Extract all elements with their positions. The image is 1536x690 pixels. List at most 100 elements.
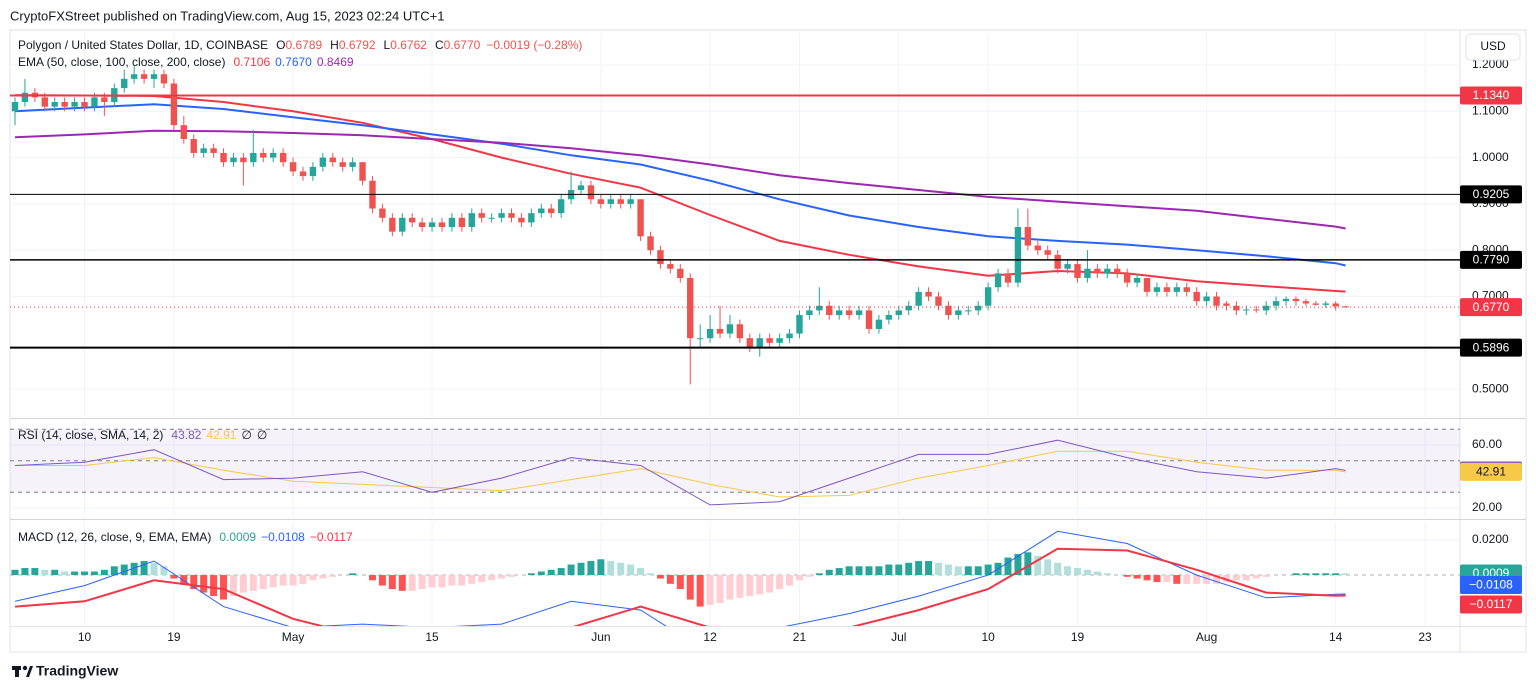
candle-body bbox=[1094, 268, 1101, 274]
candle-body bbox=[945, 305, 952, 316]
histogram-bar bbox=[1332, 573, 1340, 576]
candle-body bbox=[81, 102, 88, 107]
candle-body bbox=[220, 152, 227, 163]
x-tick-label: Aug bbox=[1196, 630, 1217, 644]
candle-body bbox=[170, 83, 178, 126]
logo-mark bbox=[15, 666, 19, 677]
candle-body bbox=[359, 162, 366, 181]
candle-body bbox=[458, 217, 466, 228]
price-badge bbox=[1460, 86, 1522, 105]
legend: Polygon / United States Dollar, 1D, COIN… bbox=[18, 38, 582, 52]
candle-body bbox=[21, 92, 29, 103]
price-badge-label: 0.9205 bbox=[1473, 187, 1510, 201]
legend: EMA (50, close, 100, close, 200, close) 0… bbox=[18, 55, 354, 69]
candle-body bbox=[955, 310, 962, 316]
histogram-bar bbox=[1133, 575, 1141, 579]
candle-body bbox=[11, 102, 19, 112]
candle-body bbox=[299, 171, 307, 177]
candle-body bbox=[1312, 303, 1320, 305]
candle-body bbox=[1302, 301, 1310, 304]
candle-body bbox=[250, 152, 257, 163]
ema-line bbox=[14, 103, 1346, 267]
histogram-bar bbox=[1034, 555, 1042, 576]
x-tick-label: 21 bbox=[793, 630, 807, 644]
candle-body bbox=[180, 125, 188, 140]
histogram-bar bbox=[954, 566, 962, 576]
histogram-bar bbox=[627, 564, 635, 576]
candle-body bbox=[726, 324, 734, 334]
histogram-bar bbox=[1213, 575, 1221, 584]
histogram-bar bbox=[21, 568, 29, 576]
candle-body bbox=[1233, 305, 1240, 311]
histogram-bar bbox=[220, 575, 228, 600]
histogram-bar bbox=[974, 566, 982, 576]
price-pane bbox=[10, 64, 1460, 385]
candle-body bbox=[617, 199, 624, 204]
candle-body bbox=[975, 305, 982, 311]
histogram-bar bbox=[666, 575, 674, 584]
candle-body bbox=[538, 208, 545, 214]
candle-body bbox=[746, 338, 754, 348]
candle-body bbox=[1183, 287, 1190, 292]
candle-body bbox=[905, 305, 912, 311]
currency[interactable]: USD bbox=[1480, 39, 1506, 53]
brand: TradingView bbox=[36, 663, 118, 679]
candle-body bbox=[1292, 298, 1300, 302]
histogram-bar bbox=[736, 575, 744, 598]
candle-body bbox=[279, 152, 287, 163]
candle-body bbox=[140, 74, 148, 79]
histogram-bar bbox=[160, 566, 168, 576]
candle-body bbox=[468, 213, 475, 228]
candle-body bbox=[935, 296, 942, 306]
macd-pane bbox=[10, 530, 1460, 626]
histogram-bar bbox=[349, 573, 357, 576]
candle-body bbox=[101, 97, 108, 103]
x-tick-label: 23 bbox=[1418, 630, 1432, 644]
candle-body bbox=[1114, 268, 1121, 274]
histogram-bar bbox=[1322, 573, 1330, 576]
histogram-bar bbox=[1252, 575, 1260, 579]
legend-value: 0.0009 bbox=[219, 530, 256, 544]
candle-body bbox=[1223, 303, 1230, 306]
y-tick-label: 1.0000 bbox=[1472, 150, 1509, 164]
quote-key: C bbox=[435, 38, 444, 52]
candle-body bbox=[210, 148, 217, 153]
histogram-bar bbox=[11, 569, 19, 576]
histogram-bar bbox=[130, 562, 138, 576]
histogram-bar bbox=[597, 559, 605, 576]
candle-body bbox=[1282, 298, 1290, 302]
candle-body bbox=[1064, 264, 1071, 269]
histogram-bar bbox=[408, 575, 416, 591]
candle-body bbox=[498, 213, 505, 218]
candle-body bbox=[984, 287, 992, 306]
histogram-bar bbox=[656, 575, 664, 579]
histogram-bar bbox=[398, 575, 406, 591]
histogram-bar bbox=[299, 575, 307, 584]
y-tick-label: 1.2000 bbox=[1472, 57, 1509, 71]
candle-body bbox=[91, 97, 98, 107]
histogram-bar bbox=[41, 569, 49, 576]
quote-key: H bbox=[330, 38, 339, 52]
candle-body bbox=[1074, 264, 1081, 278]
quote-value: 0.6762 bbox=[390, 38, 427, 52]
histogram-bar bbox=[200, 575, 208, 593]
histogram-bar bbox=[120, 564, 128, 576]
candle-body bbox=[349, 162, 356, 167]
legend-title: EMA (50, close, 100, close, 200, close) bbox=[18, 55, 225, 69]
histogram-bar bbox=[1342, 573, 1350, 576]
price-badge-label: 0.7790 bbox=[1473, 253, 1510, 267]
quote-key: L bbox=[384, 38, 391, 52]
price-badge-label: 42.91 bbox=[1476, 465, 1506, 479]
candle-body bbox=[706, 328, 714, 339]
histogram-bar bbox=[1193, 575, 1201, 584]
candle-body bbox=[448, 217, 456, 228]
x-tick-label: 15 bbox=[425, 630, 439, 644]
candle-body bbox=[607, 199, 614, 204]
histogram-bar bbox=[31, 568, 39, 576]
currency-button[interactable] bbox=[1465, 33, 1521, 61]
quote-key: O bbox=[276, 38, 285, 52]
histogram-bar bbox=[617, 562, 625, 576]
candle-body bbox=[289, 162, 297, 172]
candle-body bbox=[806, 310, 813, 316]
macd-line bbox=[14, 547, 1346, 626]
